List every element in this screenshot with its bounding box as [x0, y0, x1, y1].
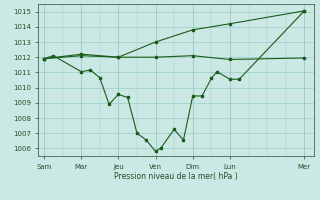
X-axis label: Pression niveau de la mer( hPa ): Pression niveau de la mer( hPa ) [114, 172, 238, 181]
